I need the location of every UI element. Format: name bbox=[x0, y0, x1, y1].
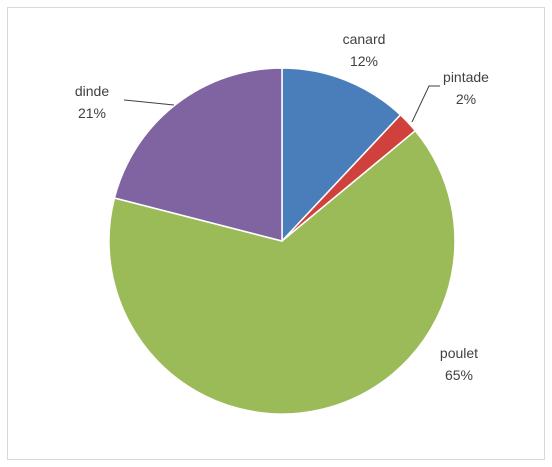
data-label-dinde-percent: 21% bbox=[78, 105, 106, 121]
leader-line-dinde bbox=[123, 99, 175, 106]
pie-slice-poulet bbox=[108, 129, 456, 415]
data-label-dinde-name: dinde bbox=[75, 83, 109, 99]
data-label-canard-name: canard bbox=[343, 31, 386, 47]
data-label-pintade-percent: 2% bbox=[456, 91, 476, 107]
leader-line-pintade bbox=[411, 85, 440, 123]
pie-chart: canard 12% pintade 2% poulet 65% dinde 21% bbox=[75, 31, 489, 415]
pie-slice-canard bbox=[281, 67, 402, 243]
data-label-pintade-name: pintade bbox=[443, 69, 489, 85]
pie-slice-dinde bbox=[113, 67, 283, 242]
data-label-canard-percent: 12% bbox=[350, 53, 378, 69]
chart-area: canard 12% pintade 2% poulet 65% dinde 21% bbox=[7, 7, 545, 460]
data-label-poulet-name: poulet bbox=[440, 345, 478, 361]
data-label-poulet-percent: 65% bbox=[445, 367, 473, 383]
